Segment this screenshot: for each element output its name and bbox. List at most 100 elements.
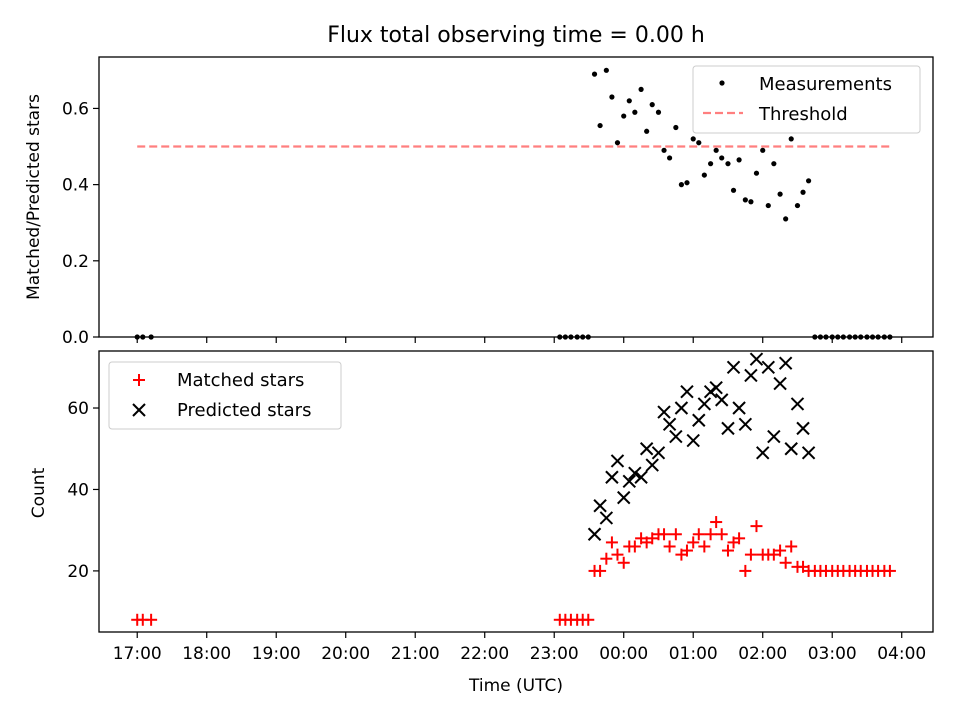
measurement-point (673, 124, 679, 131)
top-y-tick-label: 0.0 (62, 328, 89, 348)
legend-measurements-label: Measurements (759, 74, 892, 95)
measurement-point (869, 334, 876, 340)
measurement-point (794, 202, 801, 209)
measurement-point (812, 334, 818, 340)
measurement-point (678, 182, 685, 188)
measurement-point (690, 136, 696, 142)
measurement-point (621, 113, 627, 119)
predicted-star-point (657, 405, 671, 419)
measurement-point (760, 147, 766, 153)
measurement-point (777, 191, 783, 197)
matched-star-point (721, 544, 734, 557)
legend-matched-label: Matched stars (177, 370, 304, 391)
predicted-star-point (692, 413, 706, 427)
top-y-tick-label: 0.4 (62, 176, 89, 196)
top-y-axis-label: Matched/Predicted stars (24, 94, 44, 300)
predicted-star-point (669, 429, 683, 444)
predicted-star-point (628, 466, 642, 480)
matched-star-point (582, 613, 595, 626)
x-tick-label: 01:00 (669, 644, 718, 664)
predicted-star-point (761, 360, 775, 374)
bottom-panel: 20 40 60 17:00 18:00 19:00 20:00 21:00 22:00 23:0… (29, 350, 934, 696)
measurement-point (614, 140, 621, 146)
predicted-star-point (622, 474, 636, 489)
predicted-star-point (756, 446, 770, 460)
measurement-point (649, 102, 655, 108)
matched-star-point (739, 564, 752, 577)
measurement-point (725, 161, 731, 167)
predicted-star-point (662, 417, 677, 432)
predicted-star-point (721, 421, 735, 436)
matched-star-point (704, 528, 717, 541)
measurement-point (875, 334, 881, 340)
predicted-star-point (738, 417, 753, 432)
measurement-point (753, 170, 760, 176)
x-tick-label: 19:00 (252, 644, 301, 664)
legend-predicted-label: Predicted stars (177, 400, 311, 421)
predicted-star-point (617, 490, 631, 505)
measurement-point (580, 334, 586, 340)
predicted-star-point (784, 442, 798, 456)
x-tick-label: 02:00 (738, 644, 787, 664)
matched-star-point (779, 556, 792, 569)
top-plot-frame (98, 56, 934, 338)
measurement-point (568, 334, 574, 340)
x-tick-label: 18:00 (182, 644, 231, 664)
matched-star-point (744, 548, 757, 561)
matched-star-point (692, 528, 705, 541)
measurement-point (696, 140, 702, 146)
measurement-point (858, 334, 864, 340)
matched-star-point (617, 556, 630, 569)
legend-matched-marker (133, 374, 145, 386)
matched-star-point (669, 528, 682, 541)
predicted-star-point (610, 454, 625, 468)
measurement-point (661, 147, 667, 153)
matched-star-point (774, 544, 787, 557)
bottom-legend-box (108, 361, 342, 430)
predicted-star-point (790, 397, 805, 411)
predicted-star-point (674, 401, 689, 415)
predicted-star-point (686, 433, 700, 448)
x-tick-label: 00:00 (599, 644, 648, 664)
bottom-y-tick-label: 40 (67, 480, 89, 500)
measurement-point (666, 155, 673, 161)
measurement-point (829, 334, 835, 340)
matched-star-point (628, 540, 641, 553)
predicted-star-point (778, 356, 793, 370)
predicted-star-point (639, 442, 654, 456)
predicted-star-point (709, 380, 723, 395)
x-tick-label: 21:00 (391, 644, 440, 664)
measurement-point (835, 334, 841, 340)
measurement-point (765, 202, 771, 209)
x-tick-label: 17:00 (113, 644, 162, 664)
measurement-point (591, 71, 598, 77)
measurement-point (140, 334, 146, 340)
x-tick-label: 03:00 (808, 644, 857, 664)
measurement-point (788, 136, 794, 142)
predicted-star-point (796, 421, 810, 436)
x-tick-label: 22:00 (460, 644, 509, 664)
predicted-star-point (651, 446, 666, 460)
measurement-point (742, 197, 748, 203)
predicted-star-point (587, 527, 602, 541)
predicted-star-point (801, 446, 816, 460)
predicted-star-point (645, 458, 659, 472)
measurement-point (644, 128, 650, 134)
predicted-star-point (599, 511, 614, 525)
top-y-tick-label: 0.6 (62, 99, 89, 119)
measurement-point (736, 157, 742, 163)
measurement-point (134, 334, 140, 340)
measurement-point (817, 334, 824, 340)
matched-star-point (698, 540, 711, 553)
measurement-point (852, 334, 858, 340)
bottom-legend: Matched stars Predicted stars (108, 361, 342, 430)
matched-star-point (680, 544, 693, 557)
measurement-point (713, 147, 719, 153)
top-panel: 0.0 0.2 0.4 0.6 Matched/Predicted stars Mea… (24, 56, 934, 348)
matched-star-point (145, 613, 158, 626)
predicted-star-point (703, 385, 718, 399)
measurement-point (730, 187, 737, 193)
predicted-star-point (605, 470, 619, 484)
matched-star-point (611, 548, 624, 561)
bottom-y-axis-label: Count (29, 467, 49, 518)
